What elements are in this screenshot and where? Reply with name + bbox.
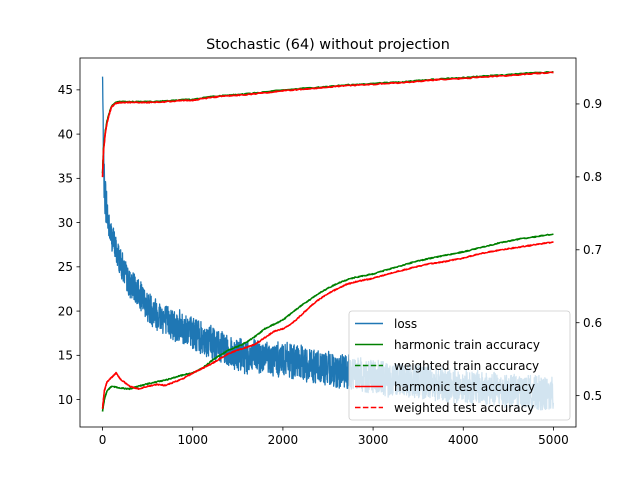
y-left-tick-label: 10 [58,393,73,407]
y-left-tick-label: 30 [58,216,73,230]
x-tick-label: 5000 [538,433,569,447]
plot-frame [79,57,577,428]
plot-area [101,71,555,412]
legend-label: harmonic test accuracy [394,380,535,394]
chart-title: Stochastic (64) without projection [206,37,450,53]
series-line-weighted-test-accuracy [101,71,554,178]
y-left-tick-label: 25 [58,260,73,274]
x-tick-label: 3000 [358,433,389,447]
axes: 0 1000 2000 3000 4000 5000 10 15 20 25 30 35 40 45 0.5… [58,57,602,447]
legend-label: harmonic train accuracy [394,338,540,352]
y-left-tick-label: 45 [58,83,73,97]
y-right-tick-label: 0.6 [583,316,602,330]
series-line-weighted-test-accuracy-left-scale- [101,241,554,409]
series-line-weighted-train-accuracy-left-scale- [101,233,554,412]
x-tick-label: 4000 [448,433,479,447]
y-right-tick-label: 0.5 [583,389,602,403]
legend-label: weighted train accuracy [394,359,539,373]
x-tick-label: 1000 [177,433,208,447]
y-left-tick-label: 40 [58,127,73,141]
x-tick-label: 2000 [268,433,299,447]
y-left-tick-label: 20 [58,304,73,318]
y-left-tick-label: 35 [58,172,73,186]
y-right-tick-label: 0.9 [583,97,602,111]
legend-label: weighted test accuracy [394,401,534,415]
legend: loss harmonic train accuracy weighted trai… [348,310,571,421]
y-left-tick-label: 15 [58,349,73,363]
x-tick-label: 0 [99,433,107,447]
y-right-tick-label: 0.7 [583,243,602,257]
y-right-tick-label: 0.8 [583,170,602,184]
legend-label: loss [394,317,417,331]
legend-box [348,310,571,421]
series-group [101,71,555,412]
